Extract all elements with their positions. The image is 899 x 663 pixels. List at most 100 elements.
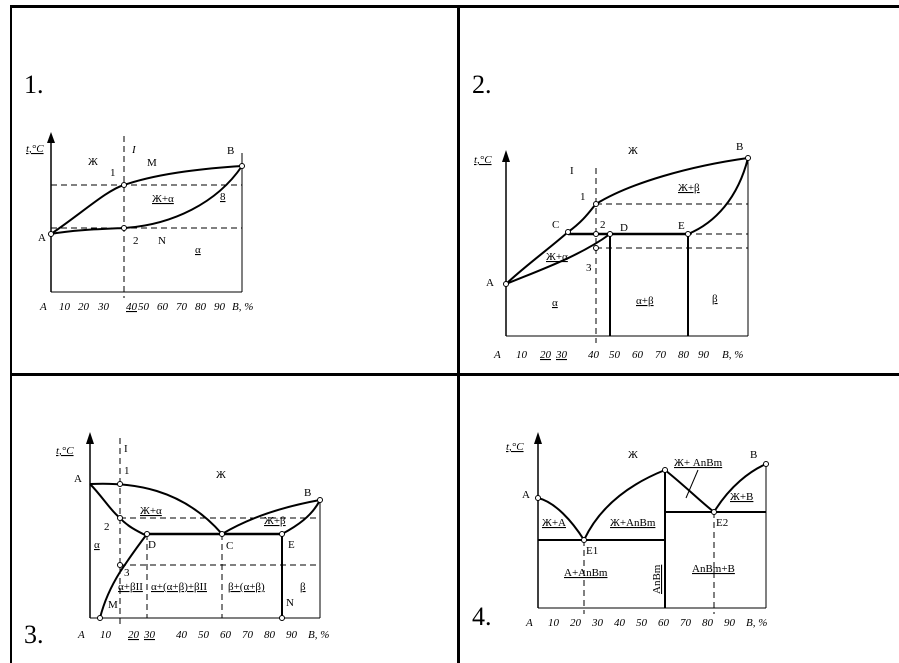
label-e: E xyxy=(288,539,295,551)
label-liquid: Ж xyxy=(88,156,98,168)
label-region-2: α+(α+β)+βII xyxy=(151,581,207,593)
tick-label: B, % xyxy=(232,301,253,313)
panel-2: 2. t,°C Ж B I 1 Ж+β C 2 xyxy=(460,8,899,373)
tick-label: 50 xyxy=(609,349,621,361)
panel-number: 2. xyxy=(472,70,492,99)
panel-4: 4. t,°C Ж Ж+ AnBm B A Ж+B Ж+A Ж+AnBm E1 … xyxy=(460,376,899,663)
label-liquid-beta: Ж+β xyxy=(264,515,286,527)
tick-label: 10 xyxy=(548,617,560,629)
tick-label: 40 xyxy=(126,301,138,313)
label-alpha: α xyxy=(94,539,100,551)
grid-left-border xyxy=(10,5,12,663)
tick-label: 30 xyxy=(591,617,604,629)
grid-top-border xyxy=(10,5,899,8)
tick-label: 60 xyxy=(658,617,670,629)
label-e2: E2 xyxy=(716,517,728,529)
tick-label: 10 xyxy=(100,629,112,641)
label-point-2: 2 xyxy=(133,235,139,247)
label-c: C xyxy=(226,540,233,552)
tick-label: 30 xyxy=(555,349,568,361)
tick-label: A xyxy=(39,301,47,313)
tick-label: A xyxy=(77,629,85,641)
phase-diagram-3: t,°C I 1 Ж A B Ж+α Ж+β 2 α D C E 3 α+βII… xyxy=(56,432,329,641)
label-e: E xyxy=(678,220,685,232)
tick-label: 60 xyxy=(632,349,644,361)
label-a-compound: A+AnBm xyxy=(564,567,608,579)
tick-label: 30 xyxy=(143,629,156,641)
label-n: N xyxy=(286,597,294,609)
tick-label: 70 xyxy=(655,349,667,361)
tick-label: 60 xyxy=(157,301,169,313)
label-point-1: 1 xyxy=(580,191,586,203)
tick-label: 10 xyxy=(59,301,71,313)
label-a: A xyxy=(74,473,82,485)
tick-label: B, % xyxy=(746,617,767,629)
label-n: N xyxy=(158,235,166,247)
tick-label: 40 xyxy=(614,617,626,629)
label-b: B xyxy=(736,141,743,153)
tick-label: 20 xyxy=(570,617,582,629)
tick-label: 20 xyxy=(540,349,552,361)
tick-label: 80 xyxy=(702,617,714,629)
tick-label: 20 xyxy=(78,301,90,313)
tick-label: A xyxy=(493,349,501,361)
axis-temperature-label: t,°C xyxy=(26,143,44,155)
tick-label: B, % xyxy=(308,629,329,641)
label-b: B xyxy=(304,487,311,499)
panel-3: 3. t,°C I 1 Ж A xyxy=(12,376,457,663)
phase-diagram-2: t,°C Ж B I 1 Ж+β C 2 D E Ж+α 3 A α α+β β… xyxy=(474,141,751,361)
label-liquid-beta: Ж+β xyxy=(678,182,700,194)
panel-number: 1. xyxy=(24,70,44,99)
label-liquid-b: Ж+B xyxy=(730,491,753,503)
label-a: A xyxy=(522,489,530,501)
label-d: D xyxy=(148,539,156,551)
panel-number: 4. xyxy=(472,602,492,631)
label-liquid: Ж xyxy=(216,469,226,481)
tick-label: 60 xyxy=(220,629,232,641)
label-i: I xyxy=(124,443,128,455)
tick-label: A xyxy=(525,617,533,629)
label-b: B xyxy=(227,145,234,157)
phase-diagram-1: t,°C Ж I M B 1 Ж+α 8 A 2 N α A 10 20 30 … xyxy=(26,132,253,313)
tick-label: 90 xyxy=(214,301,226,313)
label-alpha: α xyxy=(195,244,201,256)
tick-label: 90 xyxy=(724,617,736,629)
label-liquid-a: Ж+A xyxy=(542,517,566,529)
phase-diagram-4: t,°C Ж Ж+ AnBm B A Ж+B Ж+A Ж+AnBm E1 E2 … xyxy=(506,432,769,629)
tick-label: 80 xyxy=(264,629,276,641)
tick-label: 40 xyxy=(588,349,600,361)
tick-label: 70 xyxy=(242,629,254,641)
label-liquid-alpha: Ж+α xyxy=(152,193,174,205)
tick-label: 80 xyxy=(678,349,690,361)
tick-label: 70 xyxy=(176,301,188,313)
tick-label: 90 xyxy=(286,629,298,641)
label-liquid-compound-2: Ж+AnBm xyxy=(610,517,656,529)
label-i: I xyxy=(131,144,137,156)
label-beta: β xyxy=(300,581,306,593)
label-a: A xyxy=(486,277,494,289)
label-region-3: β+(α+β) xyxy=(228,581,265,593)
tick-label: 90 xyxy=(698,349,710,361)
label-liquid: Ж xyxy=(628,449,638,461)
tick-label: 70 xyxy=(680,617,692,629)
label-alpha-beta: α+β xyxy=(636,295,654,307)
grid-center-border xyxy=(457,5,460,663)
label-point-3: 3 xyxy=(586,262,592,274)
label-a: A xyxy=(38,232,46,244)
axis-temperature-label: t,°C xyxy=(56,445,74,457)
label-i: I xyxy=(570,165,574,177)
tick-label: 50 xyxy=(138,301,150,313)
grid-middle-border xyxy=(10,373,899,376)
label-m: M xyxy=(147,157,157,169)
tick-label: 50 xyxy=(198,629,210,641)
axis-temperature-label: t,°C xyxy=(474,154,492,166)
label-liquid-alpha: Ж+α xyxy=(546,251,568,263)
label-liquid: Ж xyxy=(628,145,638,157)
panel-1: 1. t,°C Ж I M B 1 Ж+α 8 A 2 N α A 10 20 xyxy=(12,8,457,373)
label-m: M xyxy=(108,599,118,611)
label-b: B xyxy=(750,449,757,461)
tick-label: B, % xyxy=(722,349,743,361)
label-point-2: 2 xyxy=(600,219,606,231)
label-c: C xyxy=(552,219,559,231)
tick-label: 50 xyxy=(636,617,648,629)
